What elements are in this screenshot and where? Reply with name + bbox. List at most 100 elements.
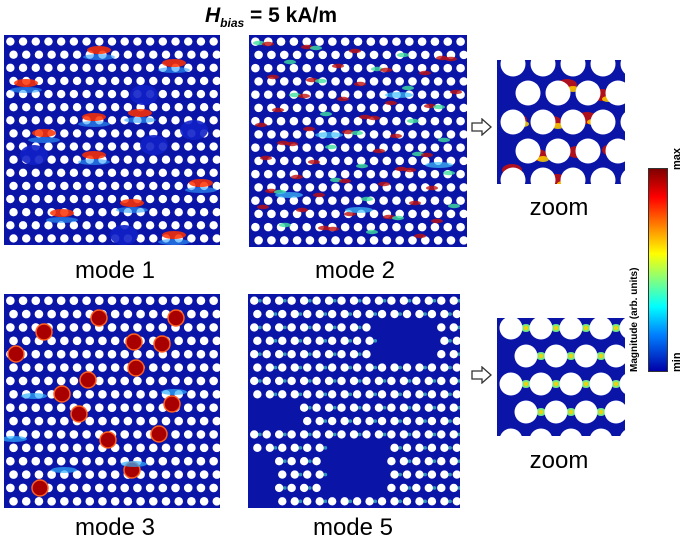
hole	[366, 143, 376, 152]
hole	[56, 116, 66, 125]
hole	[158, 116, 168, 125]
hole	[184, 221, 193, 230]
field-hotspot	[348, 392, 353, 397]
hole	[402, 470, 412, 479]
hole	[440, 443, 449, 453]
hole	[136, 181, 145, 191]
field-hotspot	[265, 188, 277, 194]
hole	[69, 63, 79, 73]
field-hotspot	[407, 459, 412, 463]
field-hotspot	[162, 231, 186, 239]
field-hotspot	[279, 222, 291, 228]
field-hotspot	[87, 46, 111, 54]
hole	[446, 236, 456, 245]
hole	[292, 183, 302, 192]
field-hotspot	[158, 67, 190, 73]
hole	[69, 221, 79, 230]
field-hotspot	[255, 122, 267, 128]
hole	[183, 403, 193, 412]
hole	[133, 296, 142, 305]
field-hotspot	[373, 499, 378, 504]
hole	[98, 76, 107, 86]
field-hotspot	[613, 381, 619, 387]
hole	[120, 483, 130, 493]
field-hotspot	[357, 298, 362, 303]
hole	[349, 323, 359, 332]
hole	[44, 456, 53, 466]
hole	[107, 37, 117, 46]
hole	[331, 236, 340, 245]
hole	[290, 336, 299, 346]
field-hotspot	[398, 499, 402, 504]
hole	[303, 497, 312, 506]
hole	[265, 363, 275, 372]
hole	[44, 296, 53, 305]
hole	[95, 194, 104, 204]
hole	[149, 76, 158, 86]
hole	[390, 416, 399, 426]
hole	[148, 390, 158, 399]
hole	[107, 89, 117, 99]
hole	[133, 221, 142, 230]
hole	[315, 196, 324, 205]
hole	[110, 416, 120, 426]
field-hotspot	[457, 486, 460, 490]
hole	[530, 167, 556, 184]
hole	[392, 63, 401, 73]
hole	[199, 336, 209, 346]
hole	[95, 142, 104, 151]
hole	[590, 428, 612, 436]
hole	[315, 63, 324, 73]
hole	[209, 221, 218, 230]
hole	[362, 403, 371, 412]
hole	[44, 430, 53, 439]
hole	[60, 181, 69, 191]
field-hotspot	[398, 446, 402, 450]
hole	[379, 169, 388, 179]
hole	[110, 76, 120, 86]
hole	[500, 60, 526, 77]
hole	[404, 222, 414, 232]
hole	[377, 309, 387, 319]
hole	[6, 296, 15, 305]
hole	[328, 37, 337, 46]
hole	[171, 483, 180, 493]
hole	[107, 194, 117, 204]
panel-mode-1	[4, 35, 220, 245]
field-hotspot	[398, 312, 402, 316]
colorbar-min-label: min	[671, 352, 683, 372]
hole	[18, 168, 28, 178]
field-hotspot	[357, 352, 362, 356]
hole	[278, 309, 287, 319]
hole	[382, 103, 392, 113]
hole	[171, 296, 180, 305]
hole	[349, 296, 359, 305]
hole	[145, 168, 155, 178]
hole	[392, 143, 401, 152]
hole	[199, 309, 209, 319]
field-hotspot	[158, 239, 190, 245]
hole	[456, 143, 465, 152]
hole	[324, 403, 334, 412]
hole	[399, 483, 409, 493]
hole	[299, 376, 309, 386]
hole	[408, 209, 417, 219]
field-hotspot	[258, 432, 262, 437]
field-hotspot	[127, 359, 145, 377]
hole	[133, 37, 142, 46]
hole	[417, 169, 427, 179]
field-hotspot	[262, 41, 274, 47]
field-hotspot	[258, 352, 262, 356]
hole	[161, 443, 171, 453]
hole	[395, 236, 404, 245]
hole	[263, 222, 273, 232]
hole	[265, 443, 275, 453]
field-hotspot	[553, 325, 559, 331]
mode-2-map	[249, 35, 467, 247]
field-hotspot	[307, 432, 312, 437]
field-hotspot	[426, 185, 438, 191]
hole	[456, 63, 465, 73]
hole	[110, 497, 120, 506]
hole	[209, 37, 218, 46]
hole	[85, 207, 94, 217]
